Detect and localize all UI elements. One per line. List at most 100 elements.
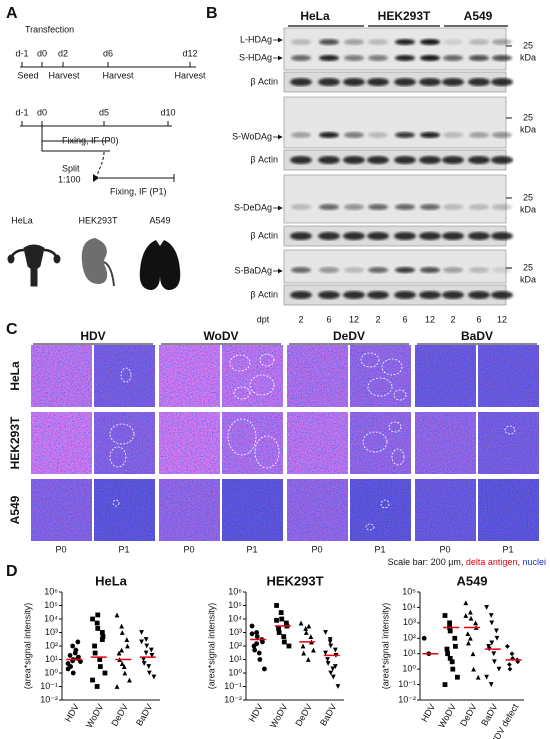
loading-label: β Actin (250, 154, 278, 164)
y-tick-label: 10⁶ (228, 586, 242, 596)
band (344, 55, 364, 61)
band (419, 156, 441, 164)
x-tick-label: DeDV (293, 702, 314, 728)
data-point (300, 643, 306, 649)
data-point (484, 674, 489, 680)
day-label: d-1 (15, 107, 28, 117)
band (420, 39, 440, 45)
band (394, 291, 416, 299)
band (344, 132, 364, 138)
data-point (489, 640, 495, 646)
data-point (509, 651, 515, 657)
row-label: A549 (8, 495, 22, 524)
data-point (151, 674, 157, 680)
timepoint: 6 (476, 314, 481, 324)
band (468, 78, 490, 86)
data-point (249, 631, 255, 637)
data-point (507, 662, 512, 667)
y-tick-label: 10⁵ (228, 600, 242, 610)
data-point (262, 666, 267, 672)
row-label: HeLa (8, 361, 22, 391)
data-point (114, 684, 120, 689)
data-point (494, 628, 499, 634)
data-point (473, 620, 478, 626)
band (442, 291, 464, 299)
band (319, 39, 339, 45)
y-axis-label: (area*signal intensity) (22, 603, 32, 690)
data-point (330, 674, 336, 680)
data-point (308, 634, 314, 639)
band (368, 267, 388, 273)
data-point (125, 643, 130, 649)
band (491, 291, 513, 299)
y-tick-label: 10⁵ (402, 586, 416, 596)
passage-label: P1 (374, 544, 385, 554)
data-point (122, 670, 128, 676)
y-tick-label: 10⁻¹ (224, 681, 242, 691)
band (469, 204, 489, 210)
band (344, 39, 364, 45)
data-point (95, 612, 101, 618)
split-label: 1:100 (58, 174, 81, 184)
data-point (311, 647, 316, 653)
day-label: d0 (37, 107, 47, 117)
data-point (452, 635, 458, 641)
y-tick-label: 10³ (229, 627, 242, 637)
data-point (488, 682, 494, 687)
band (395, 55, 415, 61)
cell-line-header: HeLa (300, 9, 330, 23)
data-point (447, 655, 453, 661)
blot-label: L-HDAg (240, 34, 272, 44)
data-point (139, 639, 144, 645)
band (443, 204, 463, 210)
band (419, 78, 441, 86)
panel-label: B (206, 5, 218, 22)
data-point (303, 626, 309, 631)
lungs-icon (139, 240, 181, 290)
cell-line-header: A549 (464, 9, 493, 23)
antigen-channel (222, 412, 283, 474)
band (343, 291, 365, 299)
data-point (141, 657, 146, 662)
data-point (445, 651, 450, 657)
data-point (146, 664, 152, 669)
y-tick-label: 10¹ (229, 654, 242, 664)
data-point (119, 647, 125, 653)
band (290, 291, 312, 299)
antigen-channel (478, 345, 539, 407)
data-point (256, 650, 262, 656)
band (318, 78, 340, 86)
nuclei-key: nuclei (522, 557, 546, 567)
data-point (470, 651, 476, 657)
passage-label: P1 (118, 544, 129, 554)
virus-header: DeDV (333, 329, 365, 343)
band (395, 132, 415, 138)
band (367, 291, 389, 299)
day-label: d0 (37, 48, 47, 58)
data-point (492, 659, 497, 665)
band (469, 132, 489, 138)
marker-unit: kDa (520, 204, 536, 214)
band (491, 78, 513, 86)
x-tick-label: WoDV (84, 702, 106, 729)
band (395, 204, 415, 210)
split-arrow (96, 151, 105, 178)
focus-outline (504, 425, 516, 435)
marker-size: 25 (523, 192, 533, 202)
data-point (335, 684, 341, 689)
data-point (475, 674, 481, 680)
band (343, 156, 365, 164)
data-point (281, 639, 287, 645)
scale-note: Scale bar: 200 µm, delta antigen, nuclei (388, 557, 546, 567)
y-tick-label: 10¹ (403, 648, 416, 658)
focus-outline (388, 421, 402, 433)
antigen-channel (415, 345, 476, 407)
focus-outline (381, 358, 403, 376)
time-label: dpt (257, 314, 270, 324)
data-point (471, 666, 476, 672)
timepoint: 6 (402, 314, 407, 324)
band (491, 232, 513, 240)
data-point (116, 650, 122, 656)
antigen-channel (31, 412, 92, 474)
